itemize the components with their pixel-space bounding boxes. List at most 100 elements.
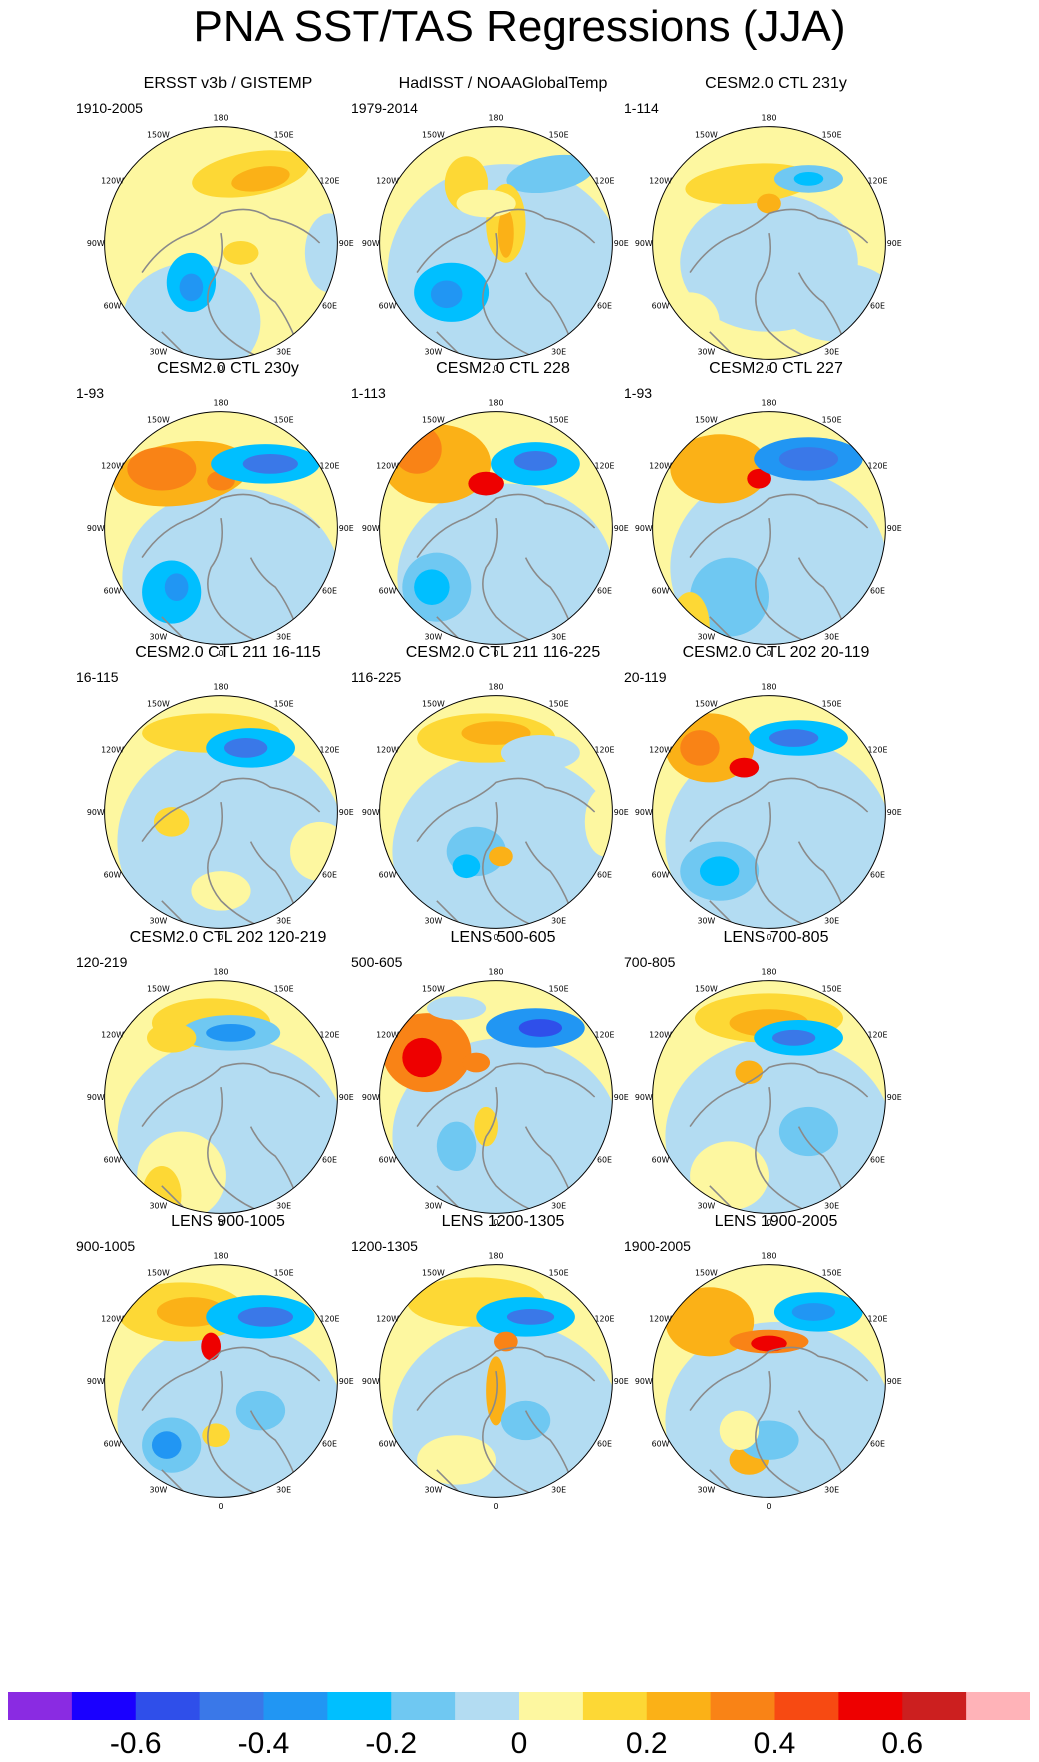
panel-period: 1-114 (624, 100, 659, 116)
coastline (141, 1062, 321, 1214)
longitude-label: 90E (339, 524, 354, 533)
longitude-label: 120W (376, 1030, 399, 1039)
longitude-label: 60W (652, 1440, 670, 1449)
map-border (379, 980, 613, 1214)
longitude-label: 30W (424, 347, 442, 356)
anomaly-region (468, 471, 504, 496)
longitude-label: 150E (274, 1268, 294, 1277)
longitude-label: 120E (867, 1030, 887, 1039)
map-border (104, 980, 338, 1214)
longitude-label: 60W (652, 871, 670, 880)
longitude-label: 120E (594, 176, 614, 185)
longitude-label: 150E (549, 130, 569, 139)
anomaly-region (231, 166, 290, 192)
colorbar-swatch (838, 1692, 903, 1720)
longitude-label: 30E (824, 1201, 839, 1210)
anomaly-region (235, 1390, 286, 1431)
coastline (689, 208, 869, 360)
anomaly-region (670, 434, 769, 504)
longitude-label: 90W (635, 1093, 653, 1102)
longitude-label: 0 (218, 1218, 223, 1227)
longitude-label: 120W (649, 745, 672, 754)
longitude-label: 150W (422, 130, 445, 139)
anomaly-region (402, 1037, 442, 1078)
longitude-label: 60E (597, 1156, 612, 1165)
panel-title: LENS 500-605 (450, 929, 556, 946)
longitude-label: 30E (276, 1201, 291, 1210)
longitude-label: 90E (339, 808, 354, 817)
longitude-label: 0 (493, 364, 498, 373)
colorbar-swatch (582, 1692, 648, 1720)
longitude-label: 120W (376, 461, 399, 470)
anomaly-region (771, 1029, 816, 1046)
longitude-label: 150W (147, 699, 170, 708)
longitude-label: 30E (276, 1485, 291, 1494)
longitude-label: 120E (867, 461, 887, 470)
longitude-label: 90E (614, 1377, 629, 1386)
longitude-label: 30W (697, 347, 715, 356)
panel-period: 1979-2014 (351, 100, 418, 116)
longitude-label: 150W (422, 1268, 445, 1277)
longitude-label: 60W (104, 1440, 122, 1449)
longitude-label: 150W (422, 415, 445, 424)
longitude-label: 60W (379, 587, 397, 596)
anomaly-region (699, 856, 740, 886)
map-panel: LENS 700-805 700-805 180 150E 120E 90E 60E 30E 0… (624, 929, 926, 1232)
longitude-label: 90W (87, 1377, 105, 1386)
longitude-label: 90E (339, 239, 354, 248)
longitude-label: 150W (695, 415, 718, 424)
anomaly-region (690, 1141, 769, 1211)
panel-title: LENS 900-1005 (171, 1213, 285, 1230)
longitude-label: 150W (147, 415, 170, 424)
longitude-label: 30E (551, 632, 566, 641)
longitude-label: 0 (218, 933, 223, 942)
longitude-label: 120E (867, 745, 887, 754)
anomaly-region (153, 807, 190, 837)
anomaly-region (513, 451, 558, 471)
longitude-label: 30E (276, 916, 291, 925)
map-border (104, 126, 338, 360)
longitude-label: 90E (887, 1377, 902, 1386)
anomaly-region (414, 569, 450, 605)
longitude-label: 30E (551, 916, 566, 925)
longitude-label: 150E (822, 699, 842, 708)
anomaly-region (778, 1106, 839, 1157)
coastline (141, 1346, 321, 1498)
anomaly-region (462, 1052, 491, 1073)
polar-map: 180 150E 120E 90E 60E 30E 0 30W 60W 90W 120W 150W (87, 1252, 354, 1512)
longitude-label: 30W (424, 1201, 442, 1210)
anomaly-region (680, 730, 720, 766)
anomaly-region (474, 1106, 498, 1147)
longitude-label: 60W (104, 1156, 122, 1165)
longitude-label: 150E (549, 1268, 569, 1277)
longitude-label: 120W (649, 461, 672, 470)
coastline (689, 777, 869, 929)
longitude-label: 0 (218, 364, 223, 373)
longitude-label: 90W (635, 808, 653, 817)
panel-period: 1200-1305 (351, 1238, 418, 1254)
map-border (652, 126, 886, 360)
anomaly-region (242, 454, 298, 474)
longitude-label: 30W (149, 1201, 167, 1210)
longitude-label: 0 (493, 933, 498, 942)
anomaly-region (793, 171, 824, 186)
colorbar-tick-label: 0.4 (753, 1727, 796, 1760)
anomaly-region (729, 757, 760, 778)
anomaly-region (461, 721, 531, 745)
map-panel: CESM2.0 CTL 230y 1-93 180 150E 120E 90E 60E 30E… (76, 360, 378, 663)
colorbar-tick-label: -0.2 (365, 1727, 418, 1760)
panel-period: 1-113 (351, 385, 386, 401)
longitude-label: 90E (614, 1093, 629, 1102)
longitude-label: 30E (551, 1201, 566, 1210)
longitude-label: 30E (551, 347, 566, 356)
anomaly-region (290, 821, 338, 882)
panel-period: 1-93 (624, 385, 653, 401)
longitude-label: 150W (422, 984, 445, 993)
anomaly-region (191, 871, 251, 911)
longitude-label: 60E (870, 302, 885, 311)
longitude-label: 90W (362, 524, 380, 533)
longitude-label: 60W (652, 587, 670, 596)
anomaly-region (584, 787, 613, 857)
longitude-label: 120W (376, 1314, 399, 1323)
map-panel: CESM2.0 CTL 202 20-119 20-119 180 150E 120E 9… (624, 644, 926, 947)
